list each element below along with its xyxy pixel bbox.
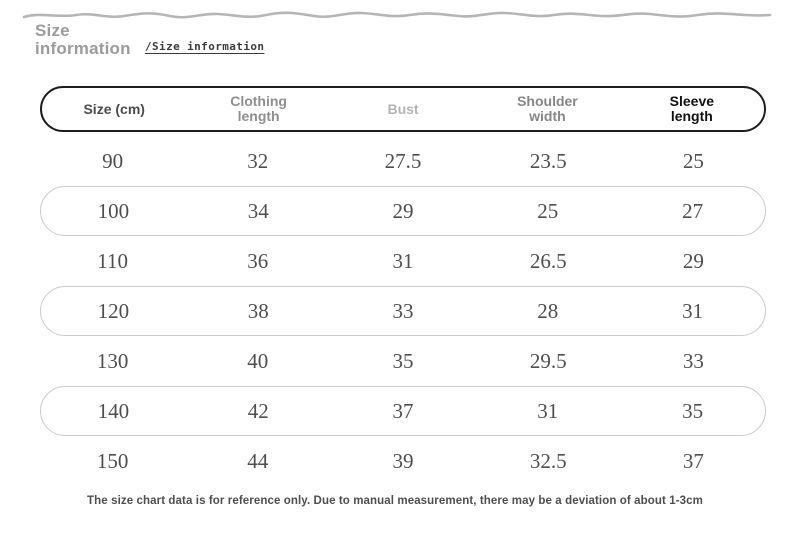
table-cell: 33: [392, 298, 414, 323]
table-cell: 44: [247, 448, 269, 473]
table-cell: 38: [247, 298, 269, 323]
table-row: 100 34 29 25 27: [40, 186, 766, 236]
column-header-sleeve-length: Sleeve length: [669, 93, 715, 124]
table-cell: 29: [392, 198, 414, 223]
table-cell: 32.5: [529, 448, 567, 473]
column-header-size: Size (cm): [83, 100, 145, 117]
table-cell: 120: [97, 298, 130, 323]
footer-note: The size chart data is for reference onl…: [87, 495, 703, 507]
table-cell: 25: [682, 148, 704, 173]
table-cell: 37: [392, 398, 414, 423]
table-cell: 150: [96, 448, 129, 473]
table-row: 150 44 39 32.5 37: [40, 436, 766, 486]
page-subtitle: /Size information: [145, 40, 265, 53]
table-cell: 26.5: [529, 248, 567, 273]
table-cell: 31: [392, 248, 414, 273]
table-cell: 27: [682, 198, 704, 223]
table-cell: 32: [247, 148, 269, 173]
table-row: 130 40 35 29.5 33: [40, 336, 766, 386]
table-row: 120 38 33 28 31: [40, 286, 766, 336]
table-body: 90 32 27.5 23.5 25 100 34 29 25 27 110 36 31 26.5 29 12…: [40, 136, 766, 486]
table-cell: 42: [247, 398, 269, 423]
table-cell: 140: [97, 398, 130, 423]
table-cell: 130: [96, 348, 129, 373]
table-row: 110 36 31 26.5 29: [40, 236, 766, 286]
table-cell: 27.5: [384, 148, 422, 173]
size-table: Size (cm) Clothing length Bust Shoulder …: [40, 86, 766, 486]
table-cell: 31: [682, 298, 704, 323]
wavy-line-decoration: [22, 11, 772, 19]
table-cell: 35: [392, 348, 414, 373]
table-cell: 25: [537, 198, 559, 223]
table-cell: 29.5: [529, 348, 567, 373]
table-cell: 23.5: [529, 148, 567, 173]
column-header-clothing-length: Clothing length: [230, 93, 287, 124]
table-row: 90 32 27.5 23.5 25: [40, 136, 766, 186]
table-cell: 29: [682, 248, 704, 273]
table-cell: 28: [537, 298, 559, 323]
page-title: Size information: [35, 21, 131, 58]
table-cell: 90: [102, 148, 124, 173]
table-cell: 33: [682, 348, 704, 373]
table-cell: 36: [247, 248, 269, 273]
table-cell: 37: [682, 448, 704, 473]
column-header-bust: Bust: [387, 100, 419, 117]
table-row: 140 42 37 31 35: [40, 386, 766, 436]
table-cell: 31: [537, 398, 559, 423]
table-cell: 100: [97, 198, 130, 223]
table-cell: 35: [682, 398, 704, 423]
table-cell: 39: [392, 448, 414, 473]
table-cell: 110: [97, 248, 128, 273]
table-cell: 34: [247, 198, 269, 223]
table-header-row: Size (cm) Clothing length Bust Shoulder …: [40, 86, 766, 132]
table-cell: 40: [247, 348, 269, 373]
column-header-shoulder-width: Shoulder width: [517, 93, 578, 124]
